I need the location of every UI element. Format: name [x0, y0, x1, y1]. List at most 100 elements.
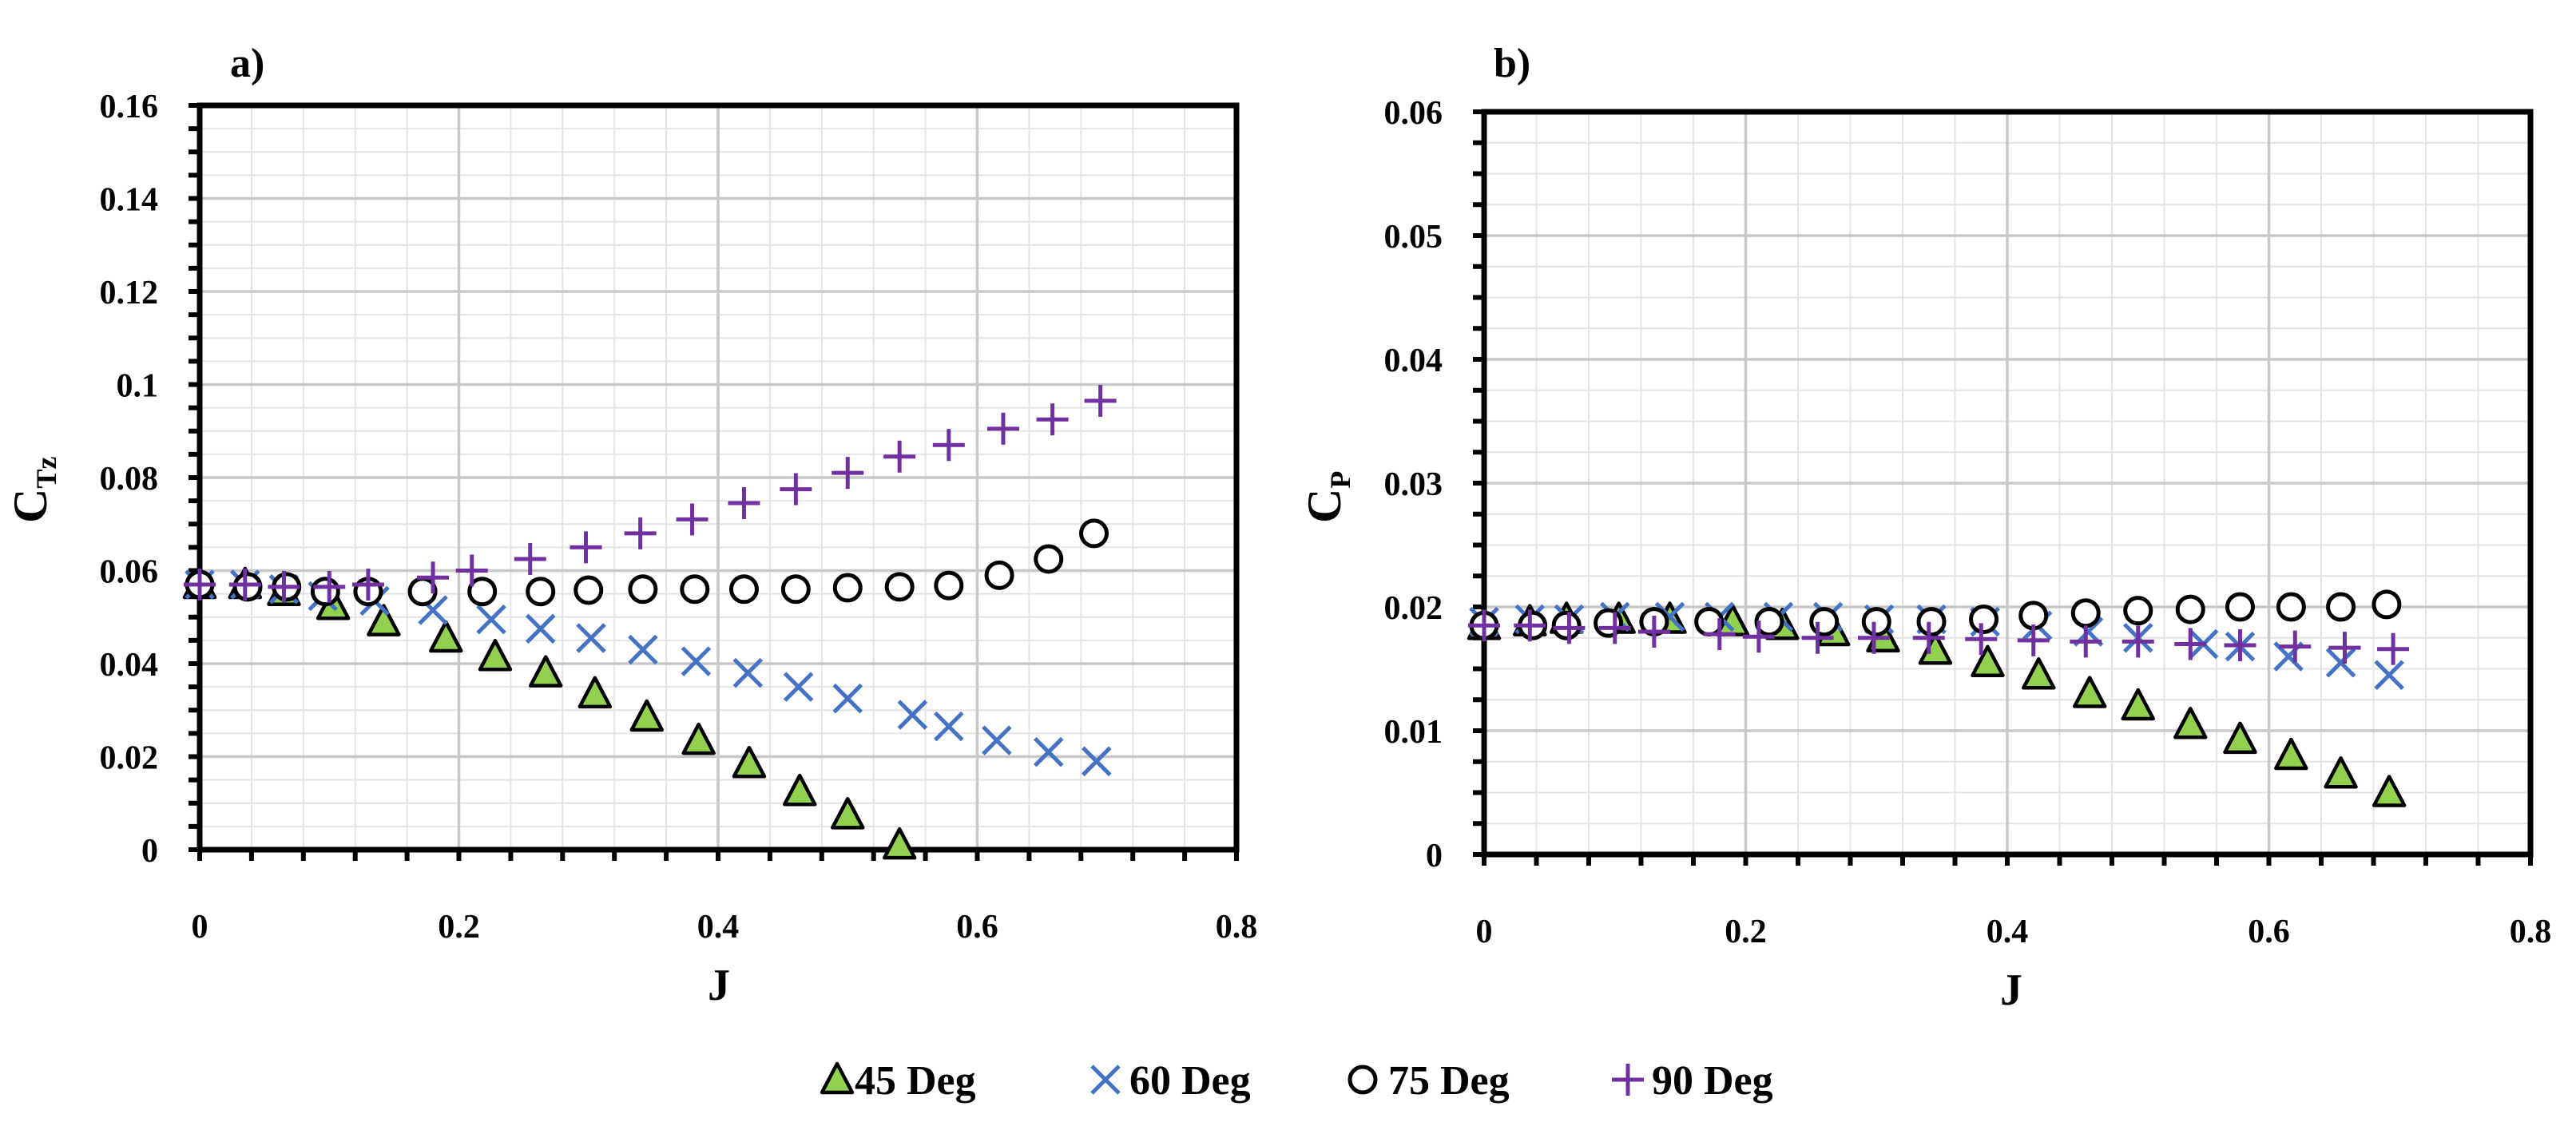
panel-a-point-circle [780, 574, 811, 605]
panel-a-point-plus [883, 440, 916, 473]
panel-a-series-x [185, 569, 1112, 777]
panel-a-point-triangle [367, 604, 401, 636]
panel-a-ytick-label: 0.08 [100, 461, 159, 498]
panel-b-point-plus [1742, 620, 1775, 653]
panel-a-ytick-label: 0.04 [100, 647, 159, 684]
legend-item-60: 60 Deg [1090, 1058, 1251, 1104]
panel-b-point-triangle [2173, 707, 2208, 739]
panel-a-label: a) [230, 41, 264, 86]
panel-b-point-circle [1969, 605, 1999, 634]
panel-a-point-triangle [831, 797, 865, 830]
panel-a-point-x [576, 623, 606, 653]
panel-a-xlabel: J [708, 961, 730, 1010]
panel-a-chart: a) CTz J 0 0.02 0.04 0.06 0.08 0.1 0.12 0.14 0.1… [4, 41, 1257, 1010]
panel-a-point-plus [455, 554, 488, 587]
panel-a-xtick-label: 0.4 [697, 909, 740, 946]
panel-a-point-triangle [429, 620, 463, 653]
panel-b-point-circle [2225, 592, 2255, 622]
panel-a-point-circle [467, 577, 498, 607]
panel-a-point-plus [728, 487, 760, 520]
panel-b-point-plus [2224, 629, 2256, 662]
panel-a-point-circle [884, 572, 915, 602]
panel-b-xtick-label: 0.4 [1987, 914, 2029, 950]
legend-item-90: 90 Deg [1612, 1058, 1773, 1104]
legend-label-90: 90 Deg [1652, 1058, 1773, 1104]
panel-b-series-circle [1469, 589, 2402, 640]
panel-a-ylabel-sub: Tz [30, 457, 62, 489]
panel-a-point-plus [676, 503, 708, 536]
panel-b-point-circle [2372, 589, 2402, 620]
panel-b-point-circle [1861, 607, 1891, 637]
panel-b-point-plus [2328, 632, 2361, 664]
panel-b-xtick-label: 0 [1476, 914, 1493, 950]
panel-b-point-circle [1916, 607, 1947, 637]
panel-a-xtick-label: 0.8 [1216, 909, 1258, 946]
panel-a-ytick-label: 0.02 [100, 740, 159, 777]
legend-item-45: 45 Deg [820, 1058, 976, 1104]
panel-a-point-circle [680, 574, 710, 605]
panel-b-chart: b) CP J 0 0.01 0.02 0.03 0.04 0.05 0.06 0 0.2 0.4… [1298, 41, 2551, 1015]
panel-b-point-triangle [1971, 644, 2005, 677]
panel-a-ytick-label: 0 [141, 833, 158, 870]
panel-a-point-x [681, 646, 712, 676]
panel-b-point-plus [2174, 628, 2207, 660]
panel-a-point-x [1033, 736, 1064, 767]
panel-b-point-circle [2070, 598, 2101, 628]
panel-a-point-triangle [578, 676, 613, 709]
panel-a-xtick-label: 0.2 [438, 909, 480, 946]
panel-a-point-plus [1084, 384, 1117, 417]
panel-a-point-plus [228, 568, 261, 601]
panel-a-point-circle [628, 574, 658, 605]
legend-item-75: 75 Deg [1348, 1058, 1510, 1104]
panel-a-point-circle [728, 574, 759, 605]
panel-b-point-plus [1801, 621, 1834, 654]
panel-b-point-plus [2279, 630, 2312, 663]
panel-b-point-plus [1857, 621, 1890, 654]
panel-b-point-triangle [2324, 756, 2358, 789]
panel-b-ytick-label: 0.04 [1384, 343, 1443, 379]
panel-a-point-x [897, 700, 928, 730]
panel-a-ytick-label: 0.14 [100, 182, 159, 219]
panel-a-point-circle [526, 577, 556, 607]
panel-a-point-x [934, 711, 964, 742]
panel-b-ytick-label: 0.06 [1384, 95, 1443, 132]
panel-a-point-plus [514, 542, 546, 575]
legend-marker-plus [1612, 1064, 1644, 1096]
panel-a-ylabel: CTz [4, 457, 62, 523]
panel-b-point-plus [2017, 624, 2050, 656]
panel-b-point-plus [1468, 609, 1500, 642]
panel-a-point-x [832, 683, 863, 714]
panel-a-point-plus [313, 570, 346, 603]
legend-marker-triangle [820, 1061, 855, 1095]
panel-a-point-circle [1079, 518, 1109, 549]
panel-b-ylabel: CP [1298, 471, 1356, 523]
panel-b-point-plus [1514, 609, 1546, 642]
panel-b-ytick-label: 0.02 [1384, 590, 1443, 627]
panel-b-point-triangle [2072, 676, 2107, 708]
panel-a-tick-marks [189, 103, 1239, 861]
panel-a-point-circle [232, 572, 263, 602]
panel-b-grid [1482, 110, 2532, 856]
panel-a-point-circle [310, 577, 340, 607]
panel-b-point-circle [1594, 608, 1624, 638]
panel-b-ytick-label: 0.03 [1384, 466, 1443, 503]
panel-b-ylabel-sub: P [1324, 471, 1356, 489]
panel-b-point-x [2325, 647, 2356, 678]
panel-a-point-x [476, 604, 506, 635]
panel-a-point-triangle [629, 699, 665, 732]
panel-a-point-x [732, 657, 764, 688]
panel-a-point-circle [1034, 544, 1064, 574]
panel-b-point-plus [1965, 623, 1998, 656]
panel-a-point-plus [570, 531, 602, 564]
panel-b-point-circle [2175, 594, 2205, 624]
panel-a-point-x [628, 634, 658, 665]
panel-b-point-plus [2122, 625, 2154, 658]
panel-a-ytick-label: 0.16 [100, 89, 159, 125]
panel-a-point-triangle [681, 722, 716, 755]
panel-a-point-triangle [732, 745, 767, 779]
legend-marker-triangle [820, 1061, 855, 1095]
panel-a-point-plus [1036, 403, 1069, 436]
panel-b-point-plus [1598, 612, 1631, 644]
panel-b-xlabel: J [2000, 965, 2022, 1015]
panel-b-series-plus [1468, 609, 2410, 665]
